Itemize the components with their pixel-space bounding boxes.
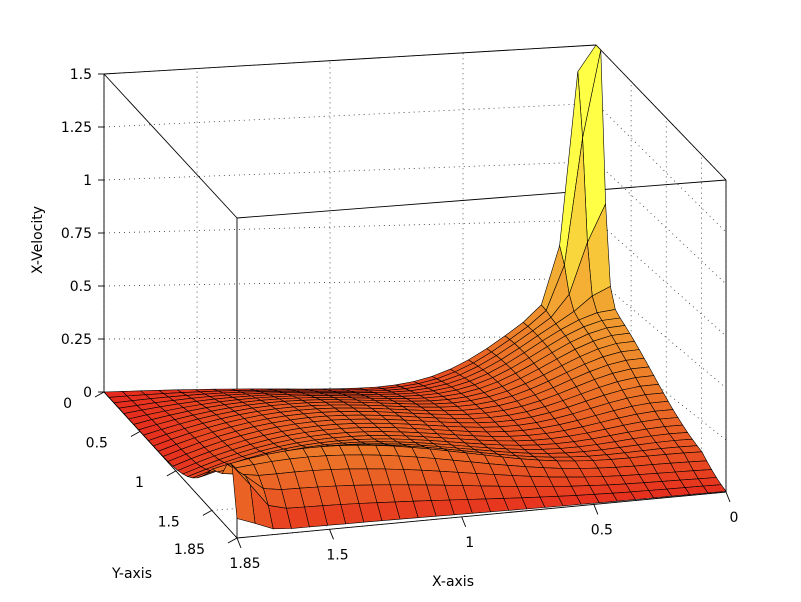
- surface-cell-26-26: [231, 464, 256, 524]
- z-tick-label-1: 0.25: [61, 332, 92, 348]
- y-tick-mark-0: [94, 391, 105, 398]
- grid-line-z-side-3: [595, 219, 727, 337]
- x-tick-mark-0: [725, 491, 731, 503]
- z-tick-label-4: 1: [83, 173, 92, 189]
- grid-line-z-back-2: [103, 277, 597, 287]
- y-tick-label-3: 1.5: [158, 514, 180, 530]
- z-tick-label-6: 1.5: [70, 67, 92, 83]
- y-tick-mark-3: [202, 509, 213, 516]
- x-tick-label-1: 0.5: [591, 522, 613, 538]
- y-tick-mark-1: [130, 431, 141, 437]
- y-tick-label-1: 0.5: [86, 435, 108, 451]
- y-axis-label: Y-axis: [111, 566, 152, 582]
- axes-box-front: [103, 391, 727, 539]
- x-tick-label-3: 1.5: [326, 547, 348, 563]
- grid-line-z-side-2: [595, 278, 727, 389]
- z-tick-label-3: 0.75: [61, 226, 92, 242]
- grid-line-z-back-4: [103, 161, 597, 181]
- tick-layer: 0 0.5 1 1.5 1.85 0 0.5 1 1.5 1.85 0 0.25 0.5 0.75 1 1.2…: [61, 67, 739, 572]
- x-tick-mark-3: [329, 529, 334, 540]
- box-edge-floor-front: [236, 491, 727, 539]
- x-tick-mark-4: [236, 537, 242, 549]
- x-tick-label-0: 0: [730, 510, 739, 526]
- y-tick-label-4: 1.85: [174, 542, 205, 558]
- y-tick-mark-4: [227, 537, 238, 544]
- box-edge-floor-left: [103, 391, 238, 539]
- y-tick-mark-2: [166, 470, 177, 477]
- box-edge-top-back: [103, 44, 597, 75]
- box-edge-top-front: [236, 179, 727, 219]
- y-tick-label-2: 1: [135, 475, 144, 491]
- x-tick-mark-2: [461, 516, 467, 528]
- y-tick-label-0: 0: [63, 396, 72, 412]
- z-tick-label-0: 0: [83, 385, 92, 401]
- box-edge-top-left: [103, 73, 238, 219]
- box-edge-top-right: [595, 44, 727, 181]
- grid-line-z-back-5: [103, 102, 597, 128]
- surface-layer: [103, 44, 727, 530]
- x-tick-label-4: 1.85: [229, 556, 260, 572]
- x-tick-label-2: 1: [465, 535, 474, 551]
- x-tick-mark-1: [593, 504, 599, 515]
- grid-line-z-side-5: [595, 103, 727, 233]
- x-axis-label: X-axis: [432, 574, 474, 590]
- z-tick-label-5: 1.25: [61, 120, 92, 136]
- z-tick-label-2: 0.5: [70, 279, 92, 295]
- grid-line-z-back-3: [103, 219, 597, 234]
- grid-line-z-side-4: [595, 161, 727, 285]
- z-axis-label: X-Velocity: [30, 206, 46, 274]
